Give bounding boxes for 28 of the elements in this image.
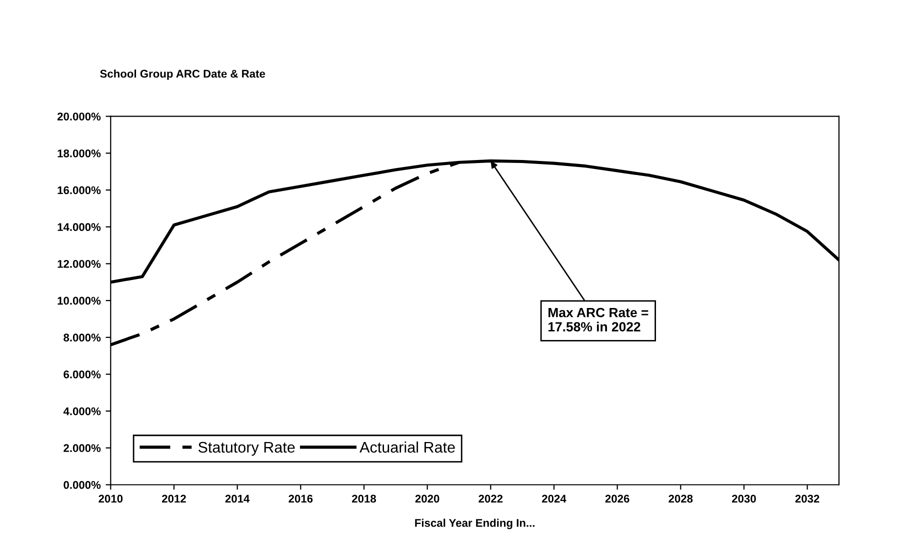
x-tick-label: 2018 xyxy=(352,494,376,503)
x-tick-label: 2016 xyxy=(288,494,313,503)
x-tick-label: 2020 xyxy=(415,494,440,503)
x-tick-label: 2030 xyxy=(732,494,756,503)
y-tick-label: 0.000% xyxy=(64,481,101,489)
legend-label: Statutory Rate xyxy=(198,442,295,456)
x-tick-label: 2010 xyxy=(98,494,123,503)
legend-label: Actuarial Rate xyxy=(360,441,455,453)
x-tick-label: 2012 xyxy=(162,494,186,503)
y-tick-label: 14.000% xyxy=(58,223,101,231)
y-tick-label: 16.000% xyxy=(58,186,101,194)
x-tick-label: 2022 xyxy=(478,494,503,503)
x-tick-label: 2014 xyxy=(225,494,250,503)
annotation: Max ARC Rate = 17.58% in 2022 xyxy=(548,308,648,332)
y-tick-label: 10.000% xyxy=(58,296,101,305)
x-tick-label: 2028 xyxy=(668,494,693,503)
y-tick-label: 12.000% xyxy=(58,260,101,268)
y-tick-label: 18.000% xyxy=(58,149,101,158)
y-tick-label: 8.000% xyxy=(64,334,101,342)
x-tick-label: 2024 xyxy=(542,494,566,503)
x-tick-label: 2026 xyxy=(605,494,630,503)
x-tick-label: 2032 xyxy=(795,494,820,503)
chart-title: School Group ARC Date & Rate xyxy=(100,70,266,80)
y-tick-label: 4.000% xyxy=(63,407,101,416)
y-tick-label: 20.000% xyxy=(57,112,101,120)
x-axis-title: Fiscal Year Ending In... xyxy=(415,518,534,530)
y-tick-label: 6.000% xyxy=(64,370,101,378)
y-tick-label: 2.000% xyxy=(64,444,101,452)
